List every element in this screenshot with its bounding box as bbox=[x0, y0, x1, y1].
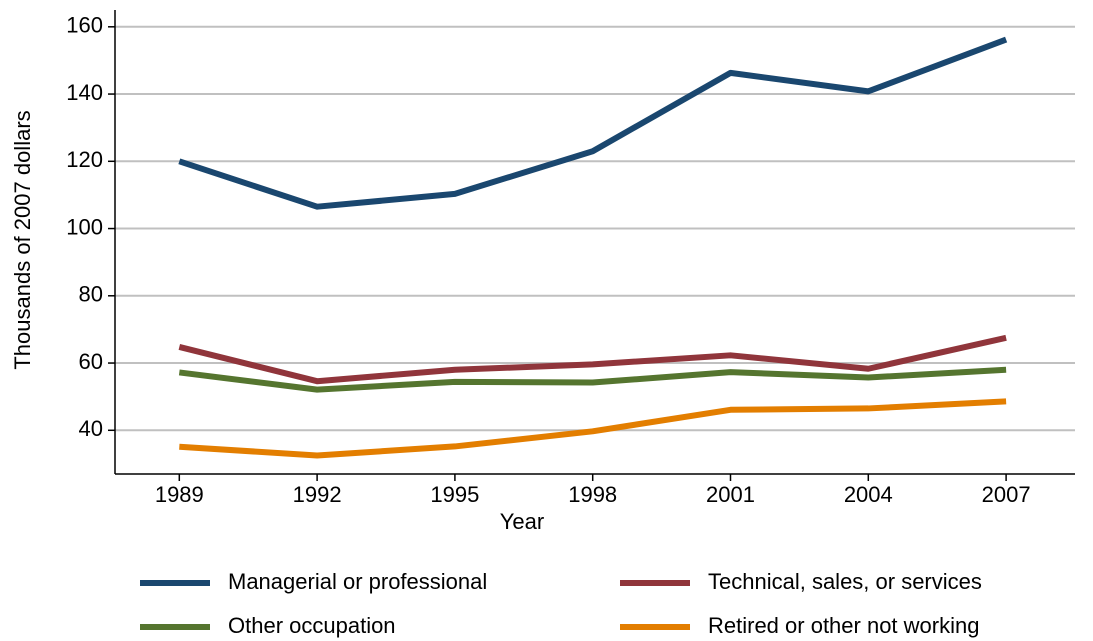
y-tick-label: 60 bbox=[79, 349, 103, 374]
y-tick-label: 160 bbox=[66, 13, 103, 38]
legend-label: Other occupation bbox=[228, 613, 396, 638]
x-tick-label: 1995 bbox=[430, 482, 479, 507]
x-tick-label: 1992 bbox=[293, 482, 342, 507]
y-axis-label: Thousands of 2007 dollars bbox=[10, 110, 35, 369]
legend-label: Retired or other not working bbox=[708, 613, 979, 638]
x-tick-label: 2007 bbox=[982, 482, 1031, 507]
x-axis-label: Year bbox=[500, 509, 544, 534]
series-line bbox=[178, 36, 1008, 210]
y-tick-label: 40 bbox=[79, 416, 103, 441]
series-line bbox=[179, 398, 1007, 459]
legend-label: Managerial or professional bbox=[228, 569, 487, 594]
x-tick-label: 2004 bbox=[844, 482, 893, 507]
y-tick-label: 80 bbox=[79, 282, 103, 307]
y-tick-label: 120 bbox=[66, 147, 103, 172]
x-tick-label: 1998 bbox=[568, 482, 617, 507]
x-tick-label: 2001 bbox=[706, 482, 755, 507]
x-tick-label: 1989 bbox=[155, 482, 204, 507]
series-line bbox=[178, 334, 1007, 385]
series-line bbox=[178, 366, 1007, 393]
legend-label: Technical, sales, or services bbox=[708, 569, 982, 594]
y-tick-label: 100 bbox=[66, 214, 103, 239]
y-tick-label: 140 bbox=[66, 80, 103, 105]
